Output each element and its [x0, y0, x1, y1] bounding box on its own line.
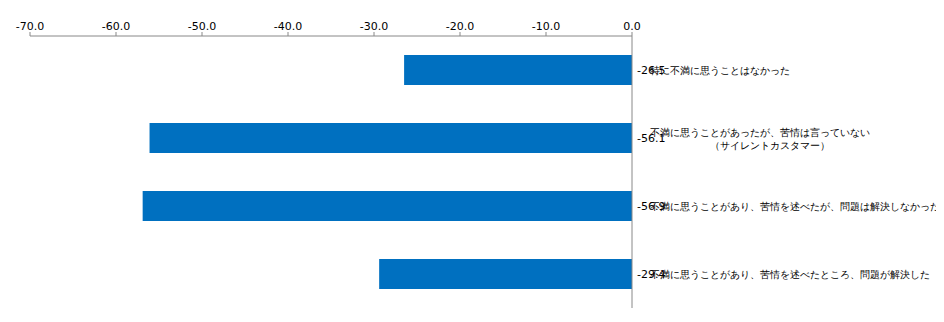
svg-text:-26.5: -26.5 — [637, 64, 665, 77]
svg-text:-40.0: -40.0 — [274, 20, 302, 33]
svg-text:-20.0: -20.0 — [446, 20, 474, 33]
svg-text:不満に思うことがあり、苦情を述べたが、問題は解決しなかった: 不満に思うことがあり、苦情を述べたが、問題は解決しなかった — [650, 201, 936, 212]
svg-text:特に不満に思うことはなかった: 特に不満に思うことはなかった — [650, 65, 790, 76]
svg-text:-29.4: -29.4 — [637, 268, 665, 281]
svg-text:不満に思うことがあったが、苦情は言っていない（サイレントカス: 不満に思うことがあったが、苦情は言っていない（サイレントカスタマー） — [650, 126, 870, 150]
svg-text:-30.0: -30.0 — [360, 20, 388, 33]
svg-text:不満に思うことがあり、苦情を述べたところ、問題が解決した: 不満に思うことがあり、苦情を述べたところ、問題が解決した — [650, 269, 930, 280]
svg-text:-10.0: -10.0 — [532, 20, 560, 33]
svg-text:-70.0: -70.0 — [16, 20, 44, 33]
svg-text:-60.0: -60.0 — [102, 20, 130, 33]
svg-text:-56.1: -56.1 — [637, 132, 665, 145]
svg-text:-56.9: -56.9 — [637, 200, 665, 213]
svg-text:0.0: 0.0 — [623, 20, 641, 33]
svg-text:-50.0: -50.0 — [188, 20, 216, 33]
